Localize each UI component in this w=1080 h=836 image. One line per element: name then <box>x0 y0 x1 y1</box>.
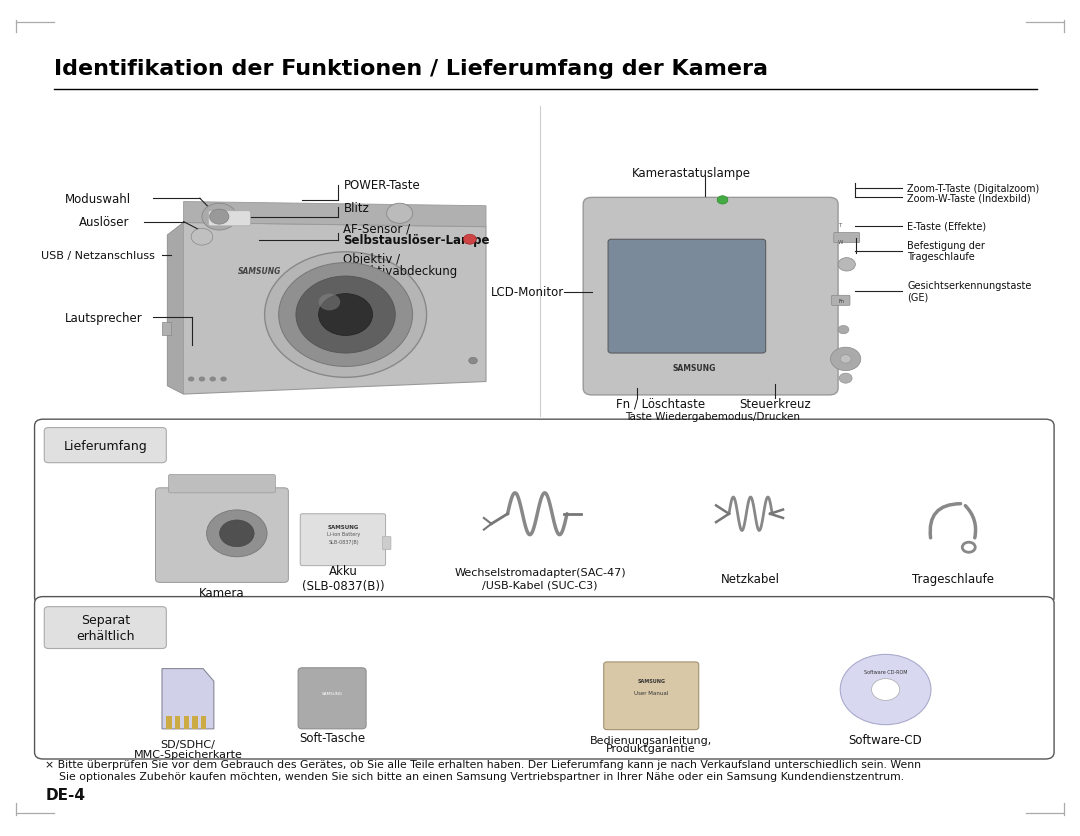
Text: Trageschlaufe: Trageschlaufe <box>912 572 994 585</box>
Polygon shape <box>184 202 486 227</box>
Text: Software-CD: Software-CD <box>849 733 922 747</box>
Text: Bedienungsanleitung,: Bedienungsanleitung, <box>590 735 713 745</box>
Text: Soft-Tasche: Soft-Tasche <box>299 731 365 744</box>
Text: Lautsprecher: Lautsprecher <box>65 311 143 324</box>
Polygon shape <box>167 223 486 395</box>
Text: E-Taste (Effekte): E-Taste (Effekte) <box>907 222 986 232</box>
Circle shape <box>319 294 373 336</box>
Text: Zoom-W-Taste (Indexbild): Zoom-W-Taste (Indexbild) <box>907 193 1030 203</box>
Circle shape <box>220 377 227 382</box>
Circle shape <box>191 229 213 246</box>
Text: Produktgarantie: Produktgarantie <box>606 743 697 753</box>
Text: Lieferumfang: Lieferumfang <box>64 439 148 452</box>
FancyBboxPatch shape <box>44 428 166 463</box>
Text: Akku
(SLB-0837(B)): Akku (SLB-0837(B)) <box>302 564 384 593</box>
Text: AF-Sensor /: AF-Sensor / <box>343 222 410 235</box>
FancyBboxPatch shape <box>298 668 366 729</box>
Text: Selbstauslöser-Lampe: Selbstauslöser-Lampe <box>343 233 490 247</box>
Circle shape <box>838 326 849 334</box>
FancyBboxPatch shape <box>175 716 180 729</box>
Text: DE-4: DE-4 <box>45 788 85 803</box>
Circle shape <box>463 235 476 245</box>
Text: Fn: Fn <box>838 298 845 303</box>
FancyBboxPatch shape <box>162 323 171 336</box>
FancyBboxPatch shape <box>168 475 275 493</box>
FancyBboxPatch shape <box>300 514 386 566</box>
Circle shape <box>210 210 229 225</box>
Text: Sie optionales Zubehör kaufen möchten, wenden Sie sich bitte an einen Samsung Ve: Sie optionales Zubehör kaufen möchten, w… <box>59 771 905 781</box>
Text: Blitz: Blitz <box>343 201 369 215</box>
Circle shape <box>199 377 205 382</box>
Circle shape <box>296 277 395 354</box>
Text: Gesichtserkennungstaste: Gesichtserkennungstaste <box>907 281 1031 291</box>
Circle shape <box>319 294 340 311</box>
Text: SAMSUNG: SAMSUNG <box>327 524 360 529</box>
FancyBboxPatch shape <box>166 716 172 729</box>
Polygon shape <box>167 223 184 395</box>
FancyBboxPatch shape <box>583 198 838 395</box>
Text: Identifikation der Funktionen / Lieferumfang der Kamera: Identifikation der Funktionen / Lieferum… <box>54 59 768 79</box>
Text: SAMSUNG: SAMSUNG <box>673 364 716 372</box>
Circle shape <box>219 520 254 547</box>
Text: Li-ion Battery: Li-ion Battery <box>327 532 360 537</box>
Text: LCD-Monitor: LCD-Monitor <box>490 286 564 299</box>
FancyBboxPatch shape <box>201 716 206 729</box>
FancyBboxPatch shape <box>44 607 166 649</box>
Text: Taste Wiedergabemodus/Drucken: Taste Wiedergabemodus/Drucken <box>625 411 800 421</box>
Circle shape <box>838 258 855 272</box>
FancyBboxPatch shape <box>382 537 391 550</box>
Circle shape <box>210 377 216 382</box>
Text: USB / Netzanschluss: USB / Netzanschluss <box>41 251 154 261</box>
FancyBboxPatch shape <box>604 662 699 730</box>
Text: User Manual: User Manual <box>634 691 669 696</box>
Text: SD/SDHC/: SD/SDHC/ <box>161 739 215 749</box>
Circle shape <box>202 204 237 231</box>
Circle shape <box>265 252 427 378</box>
Text: W: W <box>838 240 843 245</box>
Text: Steuerkreuz: Steuerkreuz <box>740 397 811 410</box>
Text: T: T <box>838 223 841 228</box>
Text: Zoom-T-Taste (Digitalzoom): Zoom-T-Taste (Digitalzoom) <box>907 184 1039 194</box>
Text: Netzkabel: Netzkabel <box>721 572 780 585</box>
Text: Fn / Löschtaste: Fn / Löschtaste <box>617 397 705 410</box>
Text: Kamera: Kamera <box>199 586 245 599</box>
FancyBboxPatch shape <box>156 488 288 583</box>
Text: × Bitte überprüfen Sie vor dem Gebrauch des Gerätes, ob Sie alle Teile erhalten : × Bitte überprüfen Sie vor dem Gebrauch … <box>45 759 921 769</box>
Text: Trageschlaufe: Trageschlaufe <box>907 252 975 262</box>
FancyBboxPatch shape <box>192 716 198 729</box>
Circle shape <box>840 655 931 725</box>
Text: Wechselstromadapter(SAC-47)
/USB-Kabel (SUC-C3): Wechselstromadapter(SAC-47) /USB-Kabel (… <box>455 568 625 589</box>
Text: MMC-Speicherkarte: MMC-Speicherkarte <box>134 749 242 759</box>
FancyBboxPatch shape <box>832 296 850 306</box>
Circle shape <box>279 263 413 367</box>
Circle shape <box>840 355 851 364</box>
Text: SLB-0837(B): SLB-0837(B) <box>328 539 359 544</box>
Circle shape <box>188 377 194 382</box>
Polygon shape <box>162 669 214 729</box>
FancyBboxPatch shape <box>35 597 1054 759</box>
Circle shape <box>469 358 477 364</box>
Text: Objektivabdeckung: Objektivabdeckung <box>343 264 458 278</box>
Circle shape <box>839 374 852 384</box>
Circle shape <box>717 196 728 205</box>
Text: (GE): (GE) <box>907 292 929 302</box>
Text: POWER-Taste: POWER-Taste <box>343 179 420 192</box>
Text: SAMSUNG: SAMSUNG <box>322 691 342 695</box>
FancyBboxPatch shape <box>208 212 251 227</box>
Text: Software CD-ROM: Software CD-ROM <box>864 669 907 674</box>
FancyBboxPatch shape <box>35 420 1054 604</box>
Circle shape <box>872 679 900 701</box>
Text: SAMSUNG: SAMSUNG <box>238 267 281 275</box>
Text: SAMSUNG: SAMSUNG <box>637 678 665 683</box>
FancyBboxPatch shape <box>184 716 189 729</box>
Text: Separat
erhältlich: Separat erhältlich <box>77 614 135 642</box>
Text: Objektiv /: Objektiv / <box>343 252 401 266</box>
Text: Auslöser: Auslöser <box>79 216 130 229</box>
Circle shape <box>831 348 861 371</box>
Text: Befestigung der: Befestigung der <box>907 241 985 251</box>
FancyBboxPatch shape <box>834 233 860 243</box>
Text: Moduswahl: Moduswahl <box>65 192 131 206</box>
Circle shape <box>206 510 267 557</box>
FancyBboxPatch shape <box>608 240 766 354</box>
Circle shape <box>387 204 413 224</box>
